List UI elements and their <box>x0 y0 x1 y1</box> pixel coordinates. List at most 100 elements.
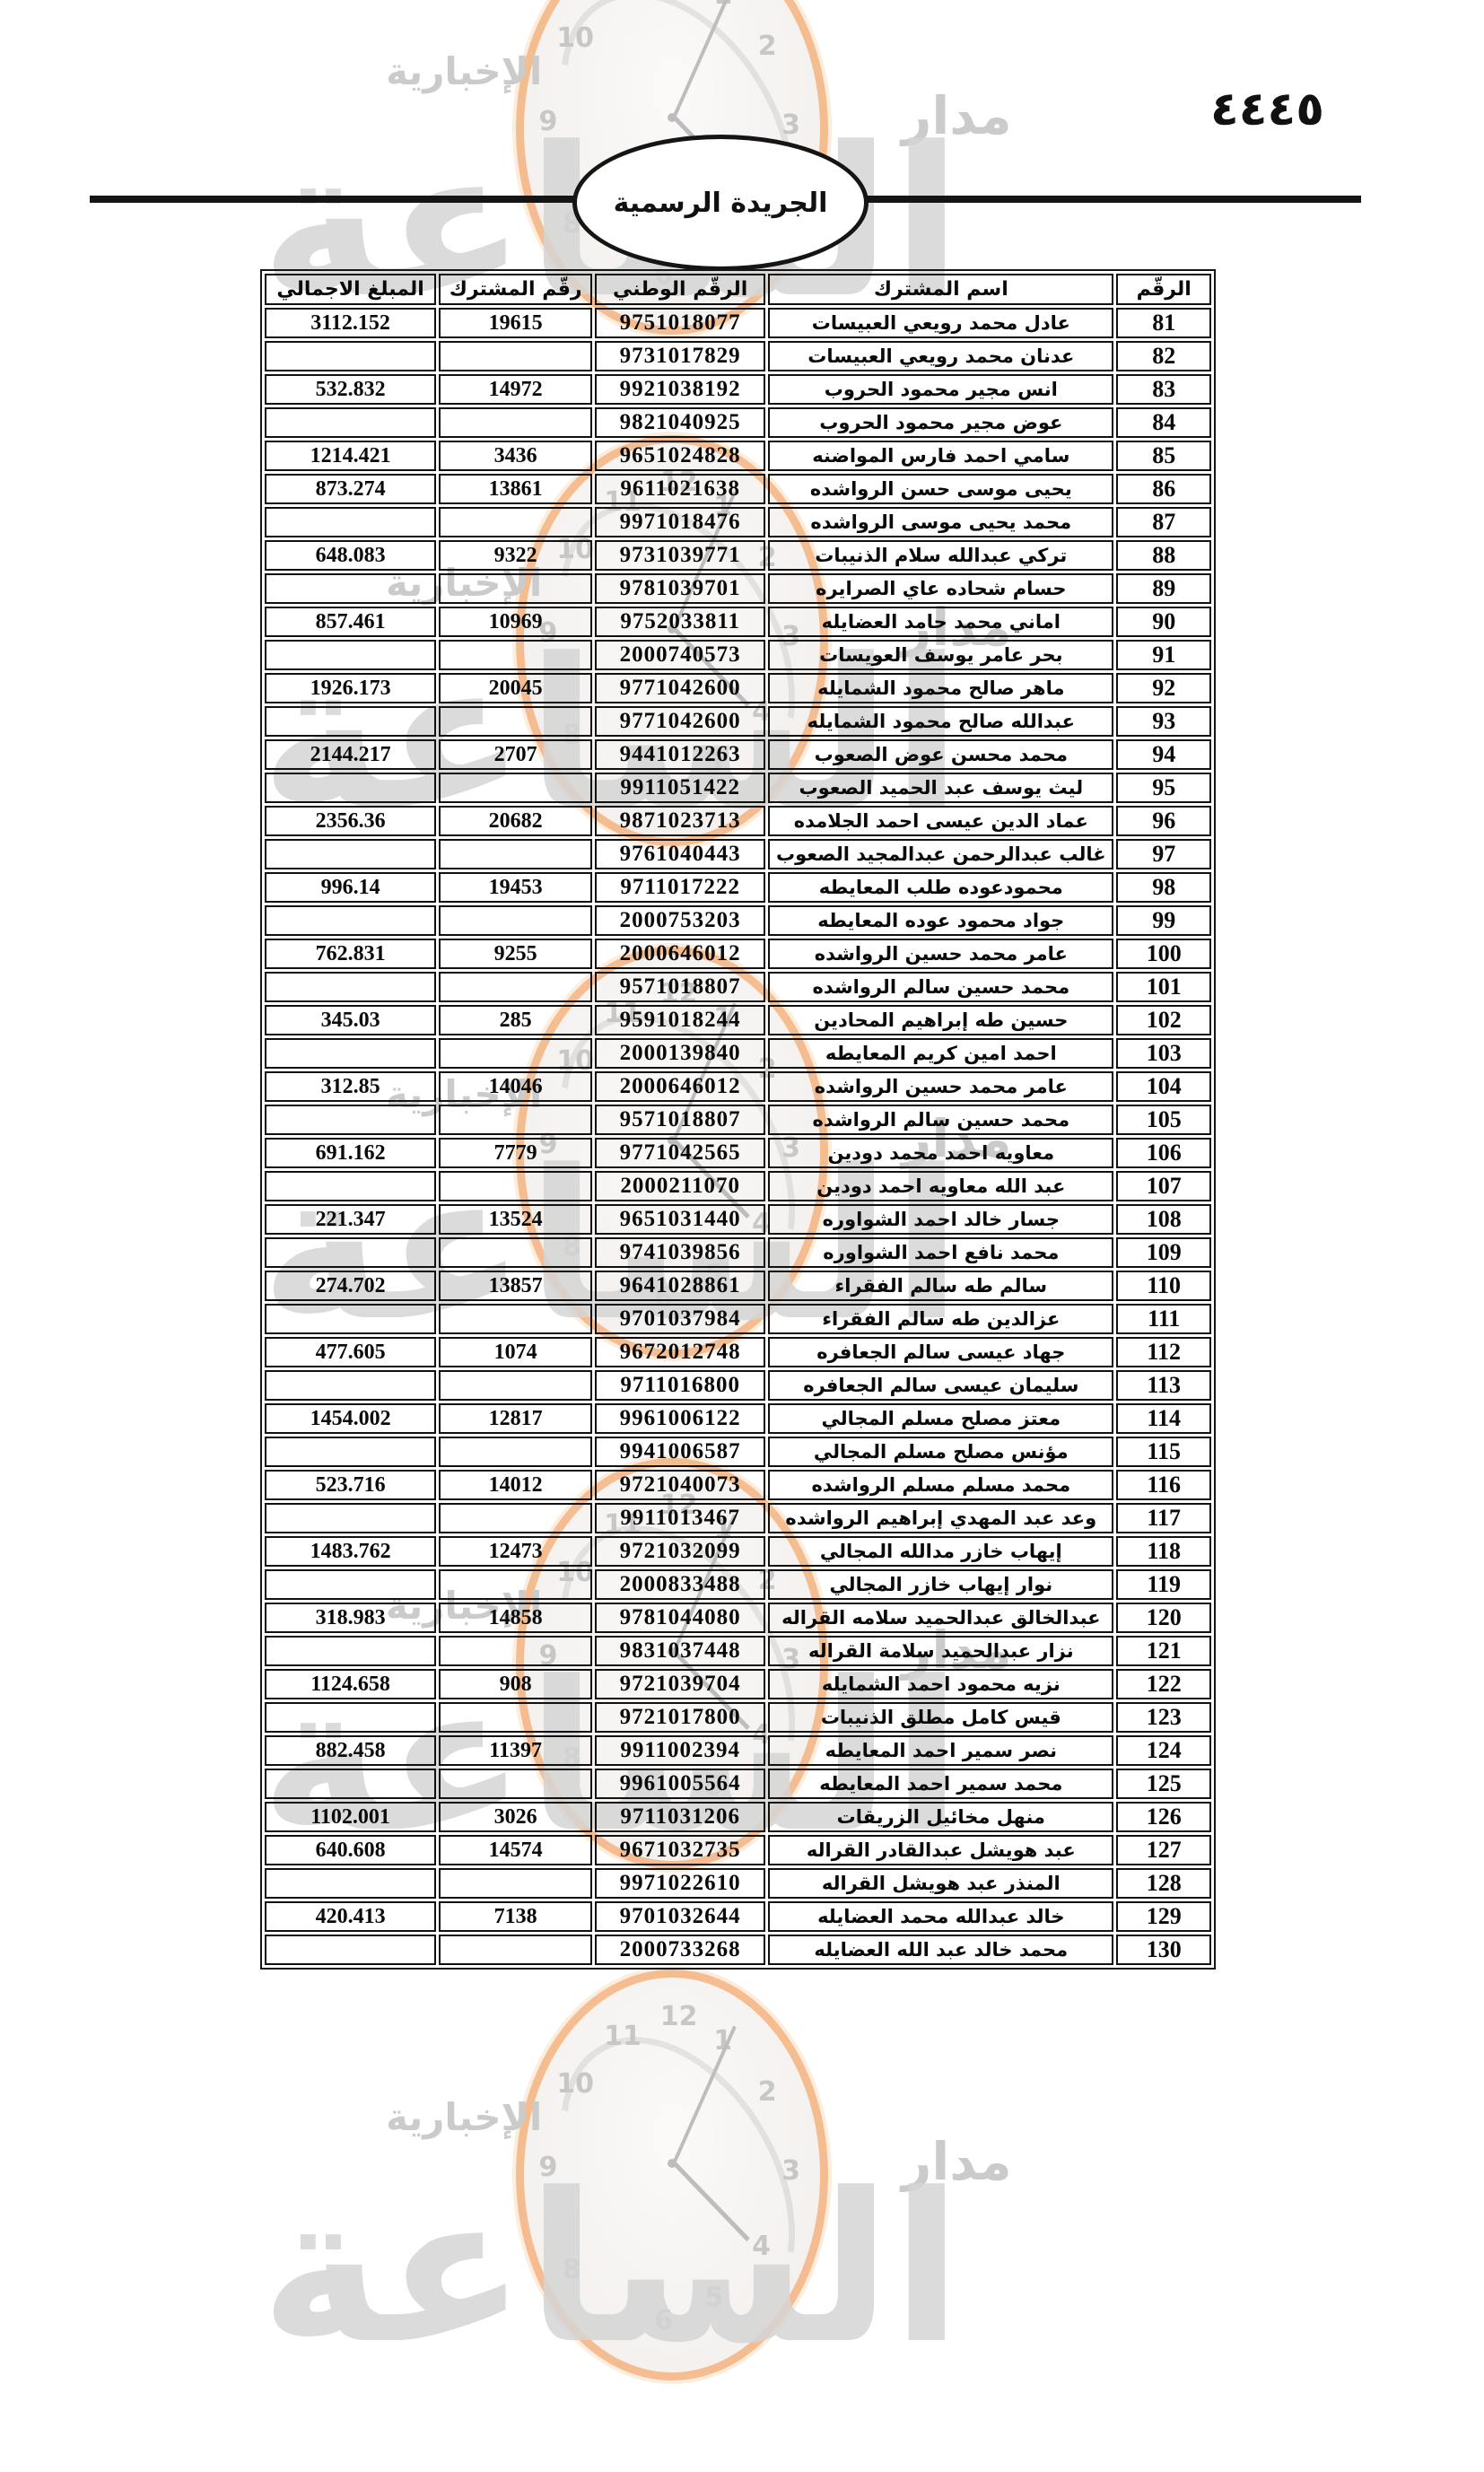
cell-idx: 111 <box>1116 1304 1211 1334</box>
cell-idx: 90 <box>1116 607 1211 637</box>
cell-total <box>265 1569 437 1600</box>
cell-idx: 125 <box>1116 1769 1211 1799</box>
table-row: 96 عماد الدين عيسى احمد الجلامده 987102371… <box>265 806 1211 836</box>
cell-subscriber_no: 14858 <box>439 1603 593 1633</box>
cell-name: خالد عبدالله محمد العضايله <box>768 1901 1114 1932</box>
cell-national_id: 9641028861 <box>595 1271 766 1301</box>
cell-subscriber_no: 3436 <box>439 441 593 471</box>
cell-name: محمد حسين سالم الرواشده <box>768 972 1114 1002</box>
cell-national_id: 9711017222 <box>595 872 766 903</box>
clock-number: 2 <box>757 2076 777 2108</box>
cell-total: 2144.217 <box>265 739 437 770</box>
cell-name: إيهاب خازر مدالله المجالي <box>768 1536 1114 1567</box>
cell-name: يحيى موسى حسن الرواشده <box>768 474 1114 504</box>
watermark-word-akhbariya: الإخبارية <box>386 2095 543 2139</box>
col-header-total-amount: المبلغ الاجمالي <box>265 274 437 305</box>
cell-name: جواد محمود عوده المعايطه <box>768 905 1114 936</box>
cell-name: المنذر عبد هويشل القراله <box>768 1868 1114 1899</box>
clock-pin-icon <box>668 1135 677 1145</box>
cell-idx: 110 <box>1116 1271 1211 1301</box>
table-row: 88 تركي عبدالله سلام الذنيبات 9731039771 93… <box>265 540 1211 571</box>
cell-national_id: 9701032644 <box>595 1901 766 1932</box>
table-row: 122 نزيه محمود احمد الشمايله 9721039704 908… <box>265 1669 1211 1699</box>
cell-subscriber_no <box>439 1171 593 1201</box>
cell-subscriber_no <box>439 1437 593 1467</box>
cell-name: حسام شحاده عاي الصرايره <box>768 573 1114 604</box>
cell-name: نوار إيهاب خازر المجالي <box>768 1569 1114 1600</box>
cell-subscriber_no <box>439 706 593 737</box>
cell-idx: 89 <box>1116 573 1211 604</box>
cell-total: 882.458 <box>265 1735 437 1766</box>
table-row: 85 سامي احمد فارس المواضنه 9651024828 3436 1… <box>265 441 1211 471</box>
cell-name: عبدالله صالح محمود الشمايله <box>768 706 1114 737</box>
cell-total: 1454.002 <box>265 1403 437 1434</box>
page-number: ٤٤٤٥ <box>1210 83 1324 136</box>
clock-number: 10 <box>556 1557 595 1589</box>
cell-name: حسين طه إبراهيم المحادين <box>768 1005 1114 1035</box>
cell-national_id: 2000646012 <box>595 939 766 969</box>
cell-name: محمد مسلم مسلم الرواشده <box>768 1470 1114 1500</box>
cell-national_id: 9752033811 <box>595 607 766 637</box>
cell-national_id: 2000211070 <box>595 1171 766 1201</box>
cell-total: 312.85 <box>265 1071 437 1102</box>
cell-subscriber_no <box>439 905 593 936</box>
clock-number: 8 <box>562 1743 581 1774</box>
cell-national_id: 2000733268 <box>595 1935 766 1965</box>
clock-number: 5 <box>704 747 724 779</box>
clock-number: 9 <box>538 1639 558 1672</box>
cell-name: عبد الله معاويه احمد دودين <box>768 1171 1114 1201</box>
cell-total <box>265 1304 437 1334</box>
cell-national_id: 9911051422 <box>595 773 766 803</box>
cell-national_id: 9821040925 <box>595 407 766 438</box>
cell-total: 996.14 <box>265 872 437 903</box>
table-row: 114 معتز مصلح مسلم المجالي 9961006122 12817… <box>265 1403 1211 1434</box>
cell-total <box>265 1105 437 1135</box>
table-row: 98 محمودعوده طلب المعايطه 9711017222 19453 9… <box>265 872 1211 903</box>
cell-total: 318.983 <box>265 1603 437 1633</box>
table-row: 92 ماهر صالح محمود الشمايله 9771042600 2004… <box>265 673 1211 703</box>
cell-subscriber_no <box>439 341 593 371</box>
cell-idx: 121 <box>1116 1636 1211 1666</box>
cell-name: تركي عبدالله سلام الذنيبات <box>768 540 1114 571</box>
table-row: 109 محمد نافع احمد الشواوره 9741039856 <box>265 1237 1211 1268</box>
cell-name: قيس كامل مطلق الذنيبات <box>768 1702 1114 1733</box>
table-row: 117 وعد عبد المهدي إبراهيم الرواشده 991101… <box>265 1503 1211 1533</box>
clock-number: 12 <box>659 467 698 499</box>
cell-subscriber_no: 11397 <box>439 1735 593 1766</box>
cell-total: 1102.001 <box>265 1802 437 1832</box>
cell-idx: 92 <box>1116 673 1211 703</box>
cell-idx: 100 <box>1116 939 1211 969</box>
clock-number: 11 <box>604 998 642 1030</box>
cell-total <box>265 1503 437 1533</box>
cell-national_id: 9571018807 <box>595 972 766 1002</box>
clock-pin-icon <box>668 1647 677 1656</box>
cell-national_id: 9721017800 <box>595 1702 766 1733</box>
cell-idx: 85 <box>1116 441 1211 471</box>
cell-national_id: 9751018077 <box>595 308 766 338</box>
table-row: 101 محمد حسين سالم الرواشده 9571018807 <box>265 972 1211 1002</box>
cell-subscriber_no <box>439 640 593 670</box>
col-header-index: الرقّم <box>1116 274 1211 305</box>
cell-national_id: 9571018807 <box>595 1105 766 1135</box>
cell-idx: 120 <box>1116 1603 1211 1633</box>
cell-name: غالب عبدالرحمن عبدالمجيد الصعوب <box>768 839 1114 869</box>
cell-total <box>265 1935 437 1965</box>
table-row: 82 عدنان محمد رويعي العبيسات 9731017829 <box>265 341 1211 371</box>
table-row: 108 جسار خالد احمد الشواوره 9651031440 1352… <box>265 1204 1211 1235</box>
table-row: 112 جهاد عيسى سالم الجعافره 9672012748 1074… <box>265 1337 1211 1367</box>
cell-total <box>265 341 437 371</box>
table-row: 119 نوار إيهاب خازر المجالي 2000833488 <box>265 1569 1211 1600</box>
cell-idx: 91 <box>1116 640 1211 670</box>
cell-subscriber_no: 14046 <box>439 1071 593 1102</box>
cell-national_id: 9911013467 <box>595 1503 766 1533</box>
clock-number: 10 <box>556 2068 595 2101</box>
cell-total: 1483.762 <box>265 1536 437 1567</box>
cell-total <box>265 1868 437 1899</box>
cell-name: منهل مخائيل الزريقات <box>768 1802 1114 1832</box>
cell-total <box>265 1171 437 1201</box>
cell-subscriber_no: 13861 <box>439 474 593 504</box>
cell-total <box>265 1237 437 1268</box>
cell-national_id: 2000646012 <box>595 1071 766 1102</box>
cell-idx: 114 <box>1116 1403 1211 1434</box>
